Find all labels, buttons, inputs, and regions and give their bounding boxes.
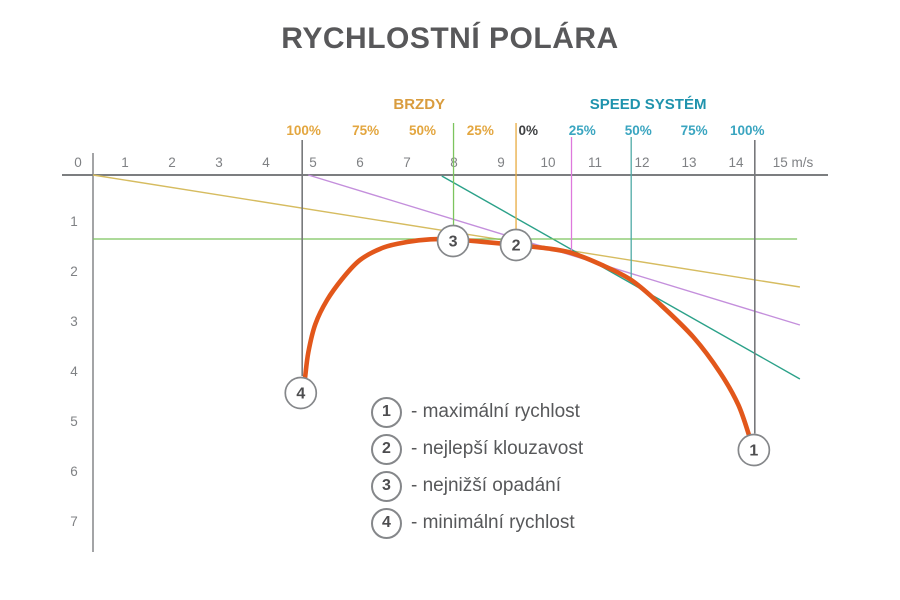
- x-tick-label: 6: [356, 155, 364, 170]
- legend-item-4: 4 - minimální rychlost: [371, 507, 583, 539]
- brakes-percent-label: 25%: [467, 123, 494, 138]
- legend-point-label-4: - minimální rychlost: [411, 512, 575, 533]
- y-tick-label: 6: [70, 464, 78, 479]
- legend-point-number-1: 1: [371, 396, 402, 428]
- x-tick-label: 0: [74, 155, 82, 170]
- y-tick-label: 1: [70, 214, 78, 229]
- x-tick-label: 10: [540, 155, 555, 170]
- brakes-percent-label: 100%: [286, 123, 321, 138]
- legend-item-3: 3 - nejnižší opadání: [371, 470, 583, 502]
- legend-point-label-2: - nejlepší klouzavost: [411, 438, 584, 459]
- speed-percent-label: 25%: [569, 123, 596, 138]
- point-circle-2: [499, 228, 533, 262]
- x-tick-label: 7: [403, 155, 411, 170]
- glide-line-50-speed: [441, 175, 801, 380]
- x-tick-label: 9: [497, 155, 505, 170]
- point-circle-1: [737, 433, 771, 467]
- x-tick-label: 4: [262, 155, 270, 170]
- x-tick-label: 12: [634, 155, 649, 170]
- legend-item-1: 1 - maximální rychlost: [371, 396, 583, 428]
- y-tick-label: 7: [70, 514, 78, 529]
- brakes-group-label: BRZDY: [393, 96, 445, 113]
- x-tick-label: 2: [168, 155, 176, 170]
- legend-point-number-3: 3: [371, 470, 402, 502]
- point-number-1: 1: [749, 443, 758, 460]
- point-number-4: 4: [296, 386, 305, 403]
- legend-item-2: 2 - nejlepší klouzavost: [371, 433, 584, 465]
- x-tick-label: 3: [215, 155, 223, 170]
- brakes-percent-label: 50%: [409, 123, 436, 138]
- x-tick-label: 5: [309, 155, 317, 170]
- legend-point-number-4: 4: [371, 507, 402, 539]
- point-circle-4: [284, 376, 318, 410]
- speed-percent-label: 75%: [681, 123, 708, 138]
- point-number-3: 3: [449, 234, 458, 251]
- y-tick-label: 4: [70, 364, 78, 379]
- legend-point-label-3: - nejnižší opadání: [411, 475, 561, 496]
- y-tick-label: 5: [70, 414, 78, 429]
- zero-percent-label: 0%: [519, 123, 539, 138]
- x-tick-label: 1: [121, 155, 129, 170]
- brakes-percent-label: 75%: [352, 123, 379, 138]
- x-tick-label: 11: [588, 155, 602, 170]
- x-tick-label: 13: [681, 155, 696, 170]
- speed-system-group-label: SPEED SYSTÉM: [590, 96, 707, 113]
- polar-curve: [302, 236, 753, 441]
- point-circle-3: [436, 224, 470, 258]
- y-tick-label: 2: [70, 264, 78, 279]
- speed-percent-label: 50%: [625, 123, 652, 138]
- speed-percent-label: 100%: [730, 123, 765, 138]
- y-tick-label: 3: [70, 314, 78, 329]
- x-tick-label: 15 m/s: [773, 155, 814, 170]
- legend-point-label-1: - maximální rychlost: [411, 401, 580, 422]
- point-number-2: 2: [512, 238, 521, 255]
- x-tick-label: 14: [728, 155, 744, 170]
- legend: 1 - maximální rychlost 2 - nejlepší klouzav…: [371, 396, 584, 539]
- chart-title: RYCHLOSTNÍ POLÁRA: [281, 22, 619, 55]
- legend-point-number-2: 2: [371, 433, 402, 465]
